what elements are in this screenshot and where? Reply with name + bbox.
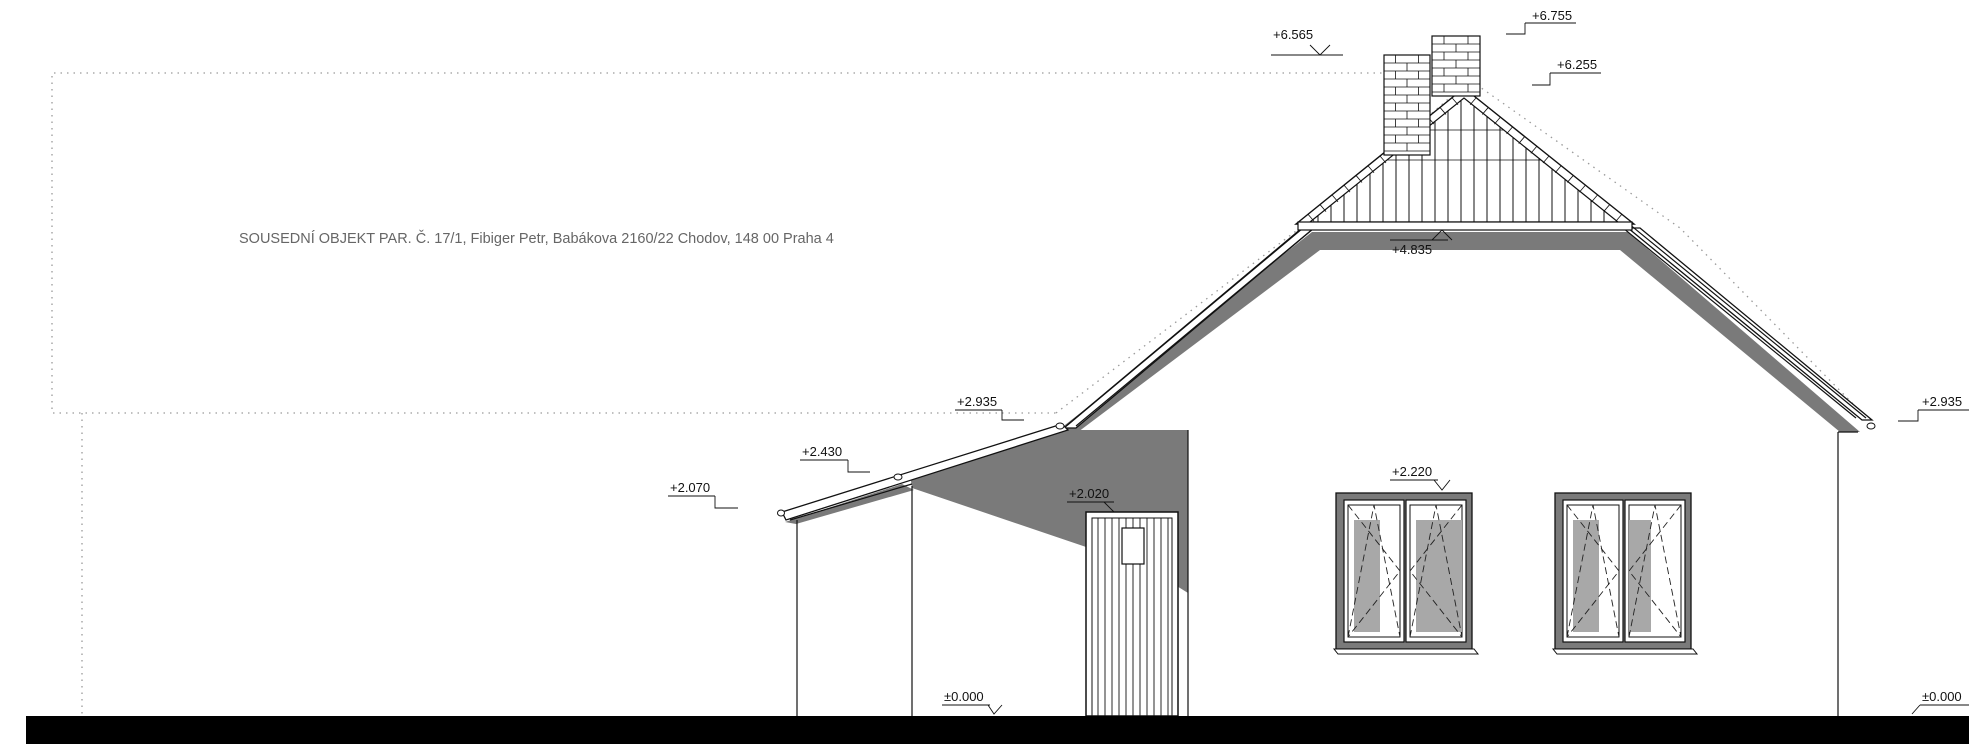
level-marker-chimney-right: +6.755 <box>1506 8 1576 34</box>
level-marker-eave-left: +2.935 <box>955 394 1024 420</box>
door <box>1086 512 1178 716</box>
neighbour-building-label: SOUSEDNÍ OBJEKT PAR. Č. 17/1, Fibiger Pe… <box>239 230 834 247</box>
level-marker-ground-left: ±0.000 <box>942 689 1002 714</box>
svg-text:±0.000: ±0.000 <box>1922 689 1962 704</box>
svg-text:+2.935: +2.935 <box>1922 394 1962 409</box>
svg-text:+6.565: +6.565 <box>1273 27 1313 42</box>
level-marker-ground-right: ±0.000 <box>1912 689 1969 714</box>
ground-band <box>26 716 1969 744</box>
svg-text:+2.220: +2.220 <box>1392 464 1432 479</box>
level-marker-annex-low: +2.070 <box>668 480 738 508</box>
window-left <box>1334 493 1478 654</box>
level-marker-window-head: +2.220 <box>1390 464 1450 490</box>
svg-text:+6.755: +6.755 <box>1532 8 1572 23</box>
chimney-left <box>1384 55 1430 155</box>
level-marker-eave-right: +2.935 <box>1898 394 1969 421</box>
svg-text:+2.430: +2.430 <box>802 444 842 459</box>
window-right <box>1553 493 1697 654</box>
level-marker-ridge: +6.255 <box>1532 57 1601 85</box>
svg-text:+6.255: +6.255 <box>1557 57 1597 72</box>
svg-text:+4.835: +4.835 <box>1392 242 1432 257</box>
svg-text:+2.070: +2.070 <box>670 480 710 495</box>
chimney-right <box>1432 36 1480 96</box>
svg-text:+2.935: +2.935 <box>957 394 997 409</box>
level-marker-chimney-left: +6.565 <box>1271 27 1343 55</box>
svg-text:±0.000: ±0.000 <box>944 689 984 704</box>
svg-text:+2.020: +2.020 <box>1069 486 1109 501</box>
gable <box>1296 88 1634 230</box>
level-marker-annex-mid: +2.430 <box>800 444 870 472</box>
